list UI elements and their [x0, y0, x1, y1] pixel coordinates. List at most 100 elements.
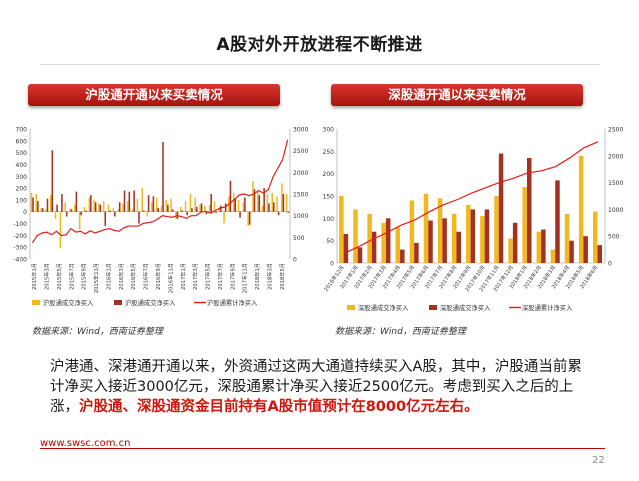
- bar-yellow: [146, 211, 148, 217]
- legend-label: 沪股通成交净买入: [125, 298, 176, 307]
- page-title: A股对外开放进程不断推进: [216, 35, 423, 55]
- page-number: 22: [592, 455, 605, 466]
- title-divider: [40, 64, 600, 65]
- bar-yellow: [54, 211, 57, 219]
- bar-yellow: [151, 202, 153, 212]
- y-left-tick-label: 500: [16, 150, 28, 157]
- bar-yellow: [480, 216, 485, 263]
- bar-yellow: [141, 188, 143, 212]
- bar-brown: [37, 201, 39, 212]
- x-tick-label: 2016年1月: [105, 263, 113, 290]
- y-left-tick-label: 700: [16, 127, 28, 134]
- bar-yellow: [194, 197, 196, 212]
- bar-brown: [442, 218, 447, 263]
- bar-brown: [133, 190, 135, 212]
- bar-brown: [118, 202, 121, 212]
- bar-brown: [277, 211, 280, 216]
- bar-yellow: [122, 203, 124, 212]
- bar-yellow: [93, 199, 95, 212]
- shanghai-connect-chart: -400 -300 -200 -100 0 100 200 300 400 500 600 700 0 5…: [13, 127, 308, 308]
- bar-brown: [456, 231, 461, 263]
- bar-yellow: [409, 200, 415, 263]
- bar-yellow: [451, 213, 457, 263]
- bar-brown: [143, 210, 145, 212]
- bar-yellow: [69, 208, 71, 212]
- bar-yellow: [423, 193, 429, 263]
- y-left-tick-label: 150: [323, 194, 335, 201]
- y-right-tick-label: 1000: [608, 207, 623, 214]
- bar-yellow: [508, 238, 513, 263]
- bar-yellow: [98, 203, 100, 212]
- y-right-tick-label: 3000: [293, 127, 308, 134]
- bar-yellow: [199, 204, 201, 212]
- bar-brown: [195, 207, 198, 212]
- right-data-source: 数据来源：Wind，西南证券整理: [335, 327, 466, 337]
- bar-yellow: [281, 183, 283, 212]
- bar-brown: [343, 233, 349, 263]
- legend-label: 沪股通成交净买入: [43, 298, 94, 307]
- bar-yellow: [395, 227, 401, 263]
- bar-brown: [253, 189, 256, 212]
- bar-brown: [162, 142, 164, 212]
- left-data-source: 数据来源：Wind，西南证券整理: [32, 327, 163, 337]
- y-right-tick-label: 1500: [293, 192, 308, 199]
- bar-brown: [147, 195, 150, 212]
- bar-yellow: [242, 202, 245, 212]
- body-highlight: 沪股通、深股通资金目前持有A股市值预计在8000亿元左右。: [79, 399, 479, 415]
- bar-brown: [210, 194, 212, 212]
- legend-swatch: [429, 305, 437, 310]
- bar-yellow: [112, 208, 115, 212]
- bar-yellow: [155, 197, 158, 212]
- y-right-tick-label: 2000: [293, 170, 308, 177]
- bar-brown: [385, 218, 391, 263]
- bar-brown: [244, 197, 246, 212]
- footer-url[interactable]: www.swsc.com.cn: [40, 438, 131, 449]
- bar-brown: [512, 222, 518, 263]
- x-tick-label: 2016年7月: [142, 263, 150, 290]
- y-left-tick-label: 400: [16, 162, 28, 169]
- cumulative-line: [31, 139, 289, 244]
- bar-brown: [258, 195, 261, 212]
- y-left-tick-label: 300: [16, 174, 28, 181]
- bar-yellow: [49, 195, 52, 212]
- bar-brown: [109, 210, 111, 212]
- bar-yellow: [45, 209, 47, 212]
- bar-yellow: [564, 213, 570, 263]
- y-left-tick-label: -400: [13, 257, 27, 264]
- bar-brown: [248, 211, 251, 225]
- bar-yellow: [223, 211, 225, 224]
- x-tick-label: 2016年3月: [117, 263, 125, 290]
- bar-yellow: [117, 209, 119, 212]
- bar-brown: [273, 202, 275, 212]
- y-right-tick-label: 500: [608, 234, 620, 241]
- bar-brown: [51, 150, 54, 212]
- y-left-tick-label: 100: [16, 197, 28, 204]
- bar-yellow: [170, 198, 172, 212]
- x-tick-label: 2017年5月: [204, 263, 212, 290]
- bar-brown: [282, 194, 285, 212]
- bar-yellow: [83, 207, 86, 212]
- y-left-tick-label: 300: [323, 127, 335, 134]
- y-right-tick-label: 500: [293, 235, 305, 242]
- bar-brown: [263, 188, 265, 212]
- bar-yellow: [339, 196, 344, 263]
- bar-brown: [541, 229, 546, 263]
- y-right-tick-label: 2000: [608, 153, 623, 160]
- bar-brown: [32, 197, 34, 212]
- bar-brown: [70, 209, 73, 212]
- x-tick-label: 2016年9月: [154, 263, 162, 290]
- bar-brown: [46, 198, 49, 212]
- bar-yellow: [381, 222, 386, 263]
- legend-swatch: [347, 305, 355, 310]
- bar-yellow: [127, 201, 129, 212]
- bar-yellow: [136, 198, 139, 212]
- y-left-tick-label: 600: [16, 138, 28, 145]
- bar-brown: [152, 196, 155, 212]
- y-left-tick-label: 200: [16, 186, 28, 193]
- y-left-tick-label: 0: [330, 261, 334, 268]
- bar-brown: [268, 203, 270, 212]
- bar-brown: [167, 204, 169, 212]
- bar-brown: [90, 195, 92, 212]
- bar-yellow: [40, 208, 42, 212]
- x-tick-label: 2018年1月: [253, 263, 261, 290]
